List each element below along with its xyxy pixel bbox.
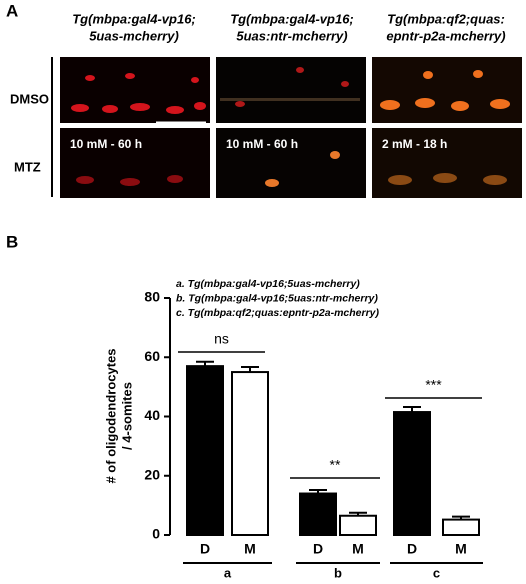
column-header: Tg(mbpa:gal4-vp16;: [230, 11, 354, 26]
legend-entry: c. Tg(mbpa:qf2;quas:epntr-p2a-mcherry): [176, 307, 380, 319]
y-tick-label: 60: [144, 348, 160, 364]
bar: [442, 518, 480, 536]
bar: [393, 411, 431, 536]
bar: [186, 365, 224, 537]
column-header: Tg(mbpa:qf2;quas:: [387, 11, 505, 26]
x-tick-label: M: [352, 541, 364, 557]
significance-label: ***: [425, 377, 442, 393]
significance-label: ns: [214, 331, 229, 347]
bar: [339, 514, 377, 537]
treatment-label: 10 mM - 60 h: [70, 137, 142, 151]
y-tick-label: 40: [144, 407, 160, 423]
row-label: MTZ: [14, 159, 41, 174]
column-header: 5uas-mcherry): [89, 28, 179, 43]
group-label: c: [433, 565, 440, 579]
x-tick-label: M: [455, 541, 467, 557]
row-label: DMSO: [10, 91, 49, 106]
y-tick-label: 0: [152, 526, 160, 542]
panel-label: B: [6, 232, 18, 251]
bar: [299, 492, 337, 536]
column-header: 5uas:ntr-mcherry): [236, 28, 347, 43]
x-tick-label: M: [244, 541, 256, 557]
legend-entry: a. Tg(mbpa:gal4-vp16;5uas-mcherry): [176, 278, 360, 290]
micrographs: [60, 57, 522, 198]
y-axis-label: / 4-somites: [119, 382, 134, 450]
y-tick-label: 80: [144, 289, 160, 305]
y-axis-label: # of oligodendrocytes: [103, 348, 118, 483]
group-label: a: [224, 565, 232, 579]
group-label: b: [334, 565, 342, 579]
column-header: epntr-p2a-mcherry): [386, 28, 505, 43]
y-tick-label: 20: [144, 466, 160, 482]
treatment-label: 10 mM - 60 h: [226, 137, 298, 151]
significance-label: **: [330, 457, 341, 473]
treatment-label: 2 mM - 18 h: [382, 137, 447, 151]
x-tick-label: D: [407, 541, 417, 557]
column-header: Tg(mbpa:gal4-vp16;: [72, 11, 196, 26]
legend-entry: b. Tg(mbpa:gal4-vp16;5uas:ntr-mcherry): [176, 292, 378, 304]
x-tick-label: D: [313, 541, 323, 557]
panel-label: A: [6, 1, 18, 20]
bar: [231, 371, 269, 536]
x-tick-label: D: [200, 541, 210, 557]
